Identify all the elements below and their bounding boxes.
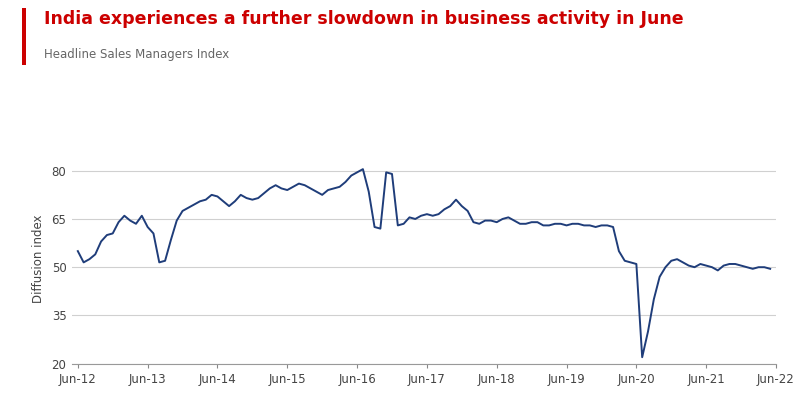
Y-axis label: Diffusion index: Diffusion index [32,215,45,303]
Text: Headline Sales Managers Index: Headline Sales Managers Index [44,48,230,61]
Text: India experiences a further slowdown in business activity in June: India experiences a further slowdown in … [44,10,684,28]
